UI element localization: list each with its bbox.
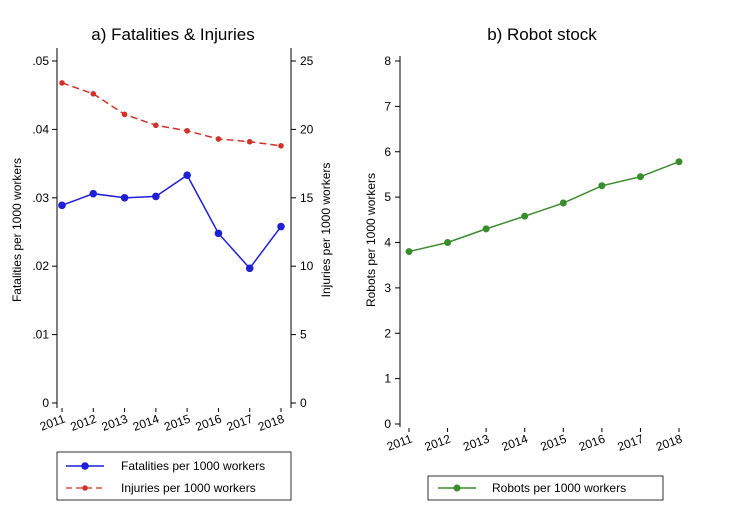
y2-tick-label-a: 5 (300, 328, 307, 342)
chart-title-b: b) Robot stock (487, 25, 597, 44)
robots-point (559, 199, 567, 207)
injuries-point (59, 80, 65, 86)
x-tick-label-b: 2011 (385, 432, 414, 454)
x-tick-label-a: 2014 (131, 412, 161, 434)
injuries-point (184, 127, 190, 134)
x-tick-label-a: 2017 (225, 412, 255, 434)
fatalities-series-line (61, 174, 282, 270)
fatalities-point (245, 264, 254, 273)
legend-marker-injuries (82, 485, 88, 491)
x-tick-label-a: 2018 (256, 412, 286, 434)
fatalities-point (214, 229, 223, 238)
x-tick-label-a: 2012 (68, 412, 98, 434)
y-ticks-b: 8 7 6 5 4 3 2 1 0 (384, 54, 400, 431)
injuries-point (215, 136, 222, 142)
fatalities-point (120, 194, 129, 202)
y-tick-label-b: 3 (384, 281, 391, 295)
y-tick-label-b: 6 (384, 145, 391, 159)
injuries-series-line (61, 82, 282, 147)
fatalities-point (277, 222, 285, 231)
x-tick-label-b: 2013 (461, 432, 491, 454)
x-tick-label-b: 2018 (654, 432, 684, 454)
y-tick-label-b: 5 (384, 190, 391, 204)
series-b (405, 158, 683, 256)
legend-label-robots: Robots per 1000 workers (492, 481, 626, 495)
fatalities-point (152, 192, 160, 201)
y-tick-label-b: 2 (384, 326, 391, 340)
x-tick-label-b: 2015 (538, 432, 568, 454)
y2-tick-label-a: 0 (300, 396, 307, 410)
legend-b: Robots per 1000 workers (427, 475, 664, 501)
chart-title-a: a) Fatalities & Injuries (91, 25, 254, 44)
y2-tick-label-a: 20 (300, 122, 314, 136)
legend-box-a (56, 451, 292, 501)
injuries-point (246, 138, 253, 145)
y2-tick-label-a: 10 (300, 259, 314, 273)
y-ticks-a: .05 .04 .03 .02 .01 0 (32, 54, 57, 410)
robots-point (598, 182, 606, 190)
injuries-point (90, 91, 97, 97)
robots-point (521, 212, 529, 220)
y-tick-label-a: .02 (32, 259, 49, 273)
x-tick-label-b: 2014 (500, 432, 530, 454)
x-tick-label-a: 2016 (194, 412, 224, 434)
legend-label-fatalities: Fatalities per 1000 workers (121, 459, 265, 473)
fatalities-point (183, 171, 191, 180)
legend-label-injuries: Injuries per 1000 workers (121, 481, 256, 495)
x-ticks-b: 2011 2012 2013 2014 2015 2016 2017 2018 (385, 428, 684, 454)
y-axis-label-b: Robots per 1000 workers (364, 173, 378, 307)
robots-point (675, 158, 683, 166)
y-tick-label-b: 0 (384, 417, 391, 431)
y2-tick-label-a: 25 (300, 54, 314, 68)
injuries-point (153, 122, 159, 129)
y-tick-label-b: 4 (384, 236, 391, 250)
robots-point (482, 225, 490, 233)
fatalities-point (89, 189, 98, 198)
x-ticks-a: 2011 2012 2013 2014 2015 2016 2017 2018 (38, 408, 286, 434)
robots-series-line (408, 161, 680, 253)
x-tick-label-a: 2015 (162, 412, 192, 434)
injuries-point (278, 143, 284, 149)
y-tick-label-a: .03 (32, 191, 49, 205)
robots-point (636, 173, 644, 181)
x-tick-label-a: 2013 (100, 412, 130, 434)
x-tick-label-b: 2012 (423, 432, 453, 454)
fatalities-point (58, 201, 66, 210)
y2-axis-label-a: Injuries per 1000 workers (319, 163, 333, 298)
x-tick-label-b: 2017 (616, 432, 646, 454)
y2-ticks-a: 25 20 15 10 5 0 (291, 54, 314, 410)
y-tick-label-b: 7 (384, 99, 391, 113)
y-tick-label-a: .04 (32, 122, 49, 136)
y-axis-label-a: Fatalities per 1000 workers (10, 158, 24, 302)
injuries-point (121, 111, 128, 118)
y-tick-label-a: .05 (32, 54, 49, 68)
y-tick-label-a: .01 (32, 328, 49, 342)
series-a (58, 80, 285, 273)
legend-marker-fatalities (81, 462, 89, 470)
robots-point (405, 248, 413, 256)
x-tick-label-a: 2011 (38, 412, 67, 434)
y-tick-label-a: 0 (42, 396, 49, 410)
y-tick-label-b: 8 (384, 54, 391, 68)
x-tick-label-b: 2016 (577, 432, 607, 454)
y2-tick-label-a: 15 (300, 191, 314, 205)
robots-point (444, 239, 452, 246)
panel-robot-stock: b) Robot stock Robots per 1000 workers 8… (364, 25, 684, 501)
legend-a: Fatalities per 1000 workers Injuries per… (56, 451, 292, 501)
y-tick-label-b: 1 (384, 372, 391, 386)
panel-fatalities-injuries: a) Fatalities & Injuries Fatalities per … (10, 25, 333, 501)
legend-marker-robots (453, 484, 461, 492)
